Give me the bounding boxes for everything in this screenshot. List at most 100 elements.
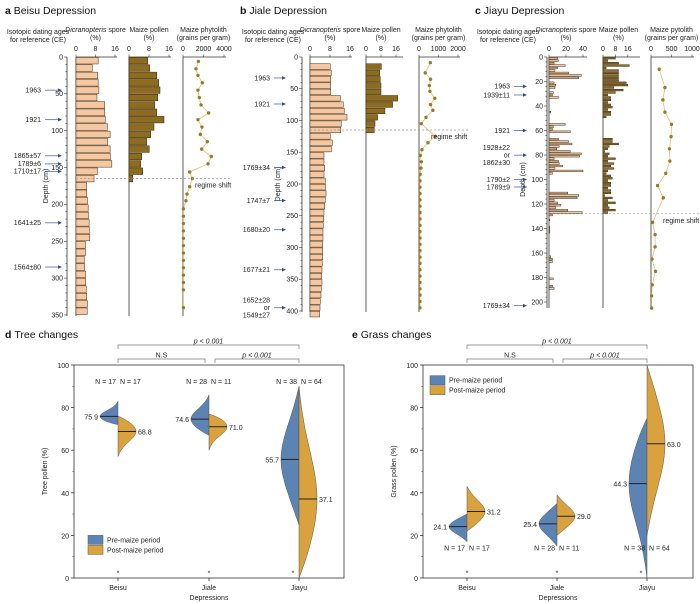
maize_pollen-bar xyxy=(128,123,155,131)
panel-title: a Beisu Depression xyxy=(5,5,96,17)
dicranopteris-bar xyxy=(75,292,87,301)
dicranopteris-bar xyxy=(309,260,323,267)
dicranopteris-bar xyxy=(548,226,551,229)
dicranopteris-bar xyxy=(309,285,322,292)
legend-swatch xyxy=(87,535,104,545)
depth-tick-label: 350 xyxy=(51,312,63,319)
y-tick-label: 0 xyxy=(414,576,418,583)
maize_pollen-bar xyxy=(602,115,607,119)
phytolith-point xyxy=(181,266,186,270)
phytolith-point xyxy=(181,288,186,292)
y-tick-label: 100 xyxy=(406,363,418,370)
significance-label: N.S xyxy=(504,353,516,360)
phytolith-point xyxy=(197,95,201,100)
phytolith-point xyxy=(649,306,654,310)
phytolith-point xyxy=(667,147,672,151)
phytolith-point xyxy=(657,67,661,71)
maize_pollen-bar xyxy=(602,191,611,195)
age-label: 1680±20 xyxy=(243,227,270,234)
maize_pollen-bar xyxy=(602,74,619,77)
phytolith-point xyxy=(418,248,422,253)
phytolith-point xyxy=(194,67,198,71)
significance-bracket xyxy=(466,344,648,349)
phytolith-point xyxy=(418,274,422,278)
regime-shift-label: regime shift xyxy=(663,218,699,225)
age-label: 1549±27 xyxy=(243,313,270,320)
column-header: Dicranopteris spore xyxy=(536,27,597,34)
phytolith-point xyxy=(653,269,658,274)
y-tick-label: 20 xyxy=(410,533,418,540)
x-tick-label: Jiayu xyxy=(639,585,655,592)
dicranopteris-bar xyxy=(548,59,559,62)
arrow-icon xyxy=(282,267,286,272)
depth-tick-label: 180 xyxy=(531,275,543,282)
maize_pollen-bar xyxy=(602,111,611,114)
dicranopteris-bar xyxy=(309,279,323,286)
dicranopteris-bar xyxy=(548,199,555,202)
dicranopteris-bar xyxy=(309,69,332,76)
maize_pollen-bar xyxy=(602,138,613,141)
age-label: 1928±22 xyxy=(483,145,510,152)
dicranopteris-bar xyxy=(548,84,557,87)
arrow-icon xyxy=(282,76,286,80)
age-header: Isotopic dating ages xyxy=(242,29,305,36)
phytolith-point xyxy=(418,210,422,215)
dicranopteris-bar xyxy=(548,169,584,173)
phytolith-point xyxy=(661,98,665,102)
n-label: N = 64 xyxy=(301,379,322,386)
maize_pollen-bar xyxy=(128,160,141,168)
dicranopteris-bar xyxy=(548,81,555,84)
maize_pollen-bar xyxy=(602,79,619,82)
maize_pollen-bar xyxy=(602,96,611,99)
maize_pollen-bar xyxy=(602,162,615,165)
significance-bracket xyxy=(117,358,206,363)
maize_pollen-bar xyxy=(602,184,611,187)
maize_pollen-bar xyxy=(602,177,613,180)
arrow-icon xyxy=(523,185,527,189)
column-tick-label: 0 xyxy=(417,46,421,53)
dicranopteris-bar xyxy=(548,152,582,155)
pre-maize-violin xyxy=(628,418,648,579)
phytolith-point xyxy=(653,232,657,237)
phytolith-point xyxy=(196,59,201,64)
depth-tick-label: 20 xyxy=(535,79,543,86)
pre-maize-violin xyxy=(190,394,210,436)
column-header-unit: (grains per gram) xyxy=(412,35,466,42)
maize_pollen-bar xyxy=(602,196,613,199)
depth-tick-label: 100 xyxy=(531,177,543,184)
dicranopteris-bar xyxy=(75,256,85,264)
dicranopteris-bar xyxy=(548,206,557,209)
dicranopteris-bar xyxy=(75,248,86,256)
depth-tick-label: 150 xyxy=(51,165,63,172)
dicranopteris-bar xyxy=(548,62,555,65)
significance-bracket xyxy=(117,344,300,349)
column-tick-label: 8 xyxy=(147,46,151,53)
arrow-icon xyxy=(282,165,286,170)
dicranopteris-bar xyxy=(548,91,554,94)
column-tick-label: 500 xyxy=(666,46,678,53)
dicranopteris-bar xyxy=(309,120,342,127)
dicranopteris-bar xyxy=(75,300,88,308)
dicranopteris-bar xyxy=(309,76,331,83)
maize_pollen-bar xyxy=(128,145,150,153)
column-header-unit: (%) xyxy=(376,35,387,42)
arrow-icon xyxy=(58,162,62,166)
phytolith-point xyxy=(181,251,186,255)
significance-asterisk: * xyxy=(556,571,559,578)
n-label: N = 17 xyxy=(120,379,141,386)
phytolith-point xyxy=(418,153,423,158)
dicranopteris-bar xyxy=(309,165,325,172)
y-tick-label: 60 xyxy=(410,448,418,455)
depth-tick-label: 300 xyxy=(286,245,298,252)
dicranopteris-bar xyxy=(309,190,327,197)
dicranopteris-bar xyxy=(548,140,569,143)
dicranopteris-bar xyxy=(309,177,326,184)
n-label: N = 17 xyxy=(444,545,465,552)
phytolith-point xyxy=(181,305,186,310)
depth-tick-label: 250 xyxy=(51,239,63,246)
dicranopteris-bar xyxy=(548,111,551,114)
median-label: 75.9 xyxy=(84,414,98,421)
dicranopteris-bar xyxy=(309,139,333,146)
maize_pollen-bar xyxy=(365,69,380,76)
